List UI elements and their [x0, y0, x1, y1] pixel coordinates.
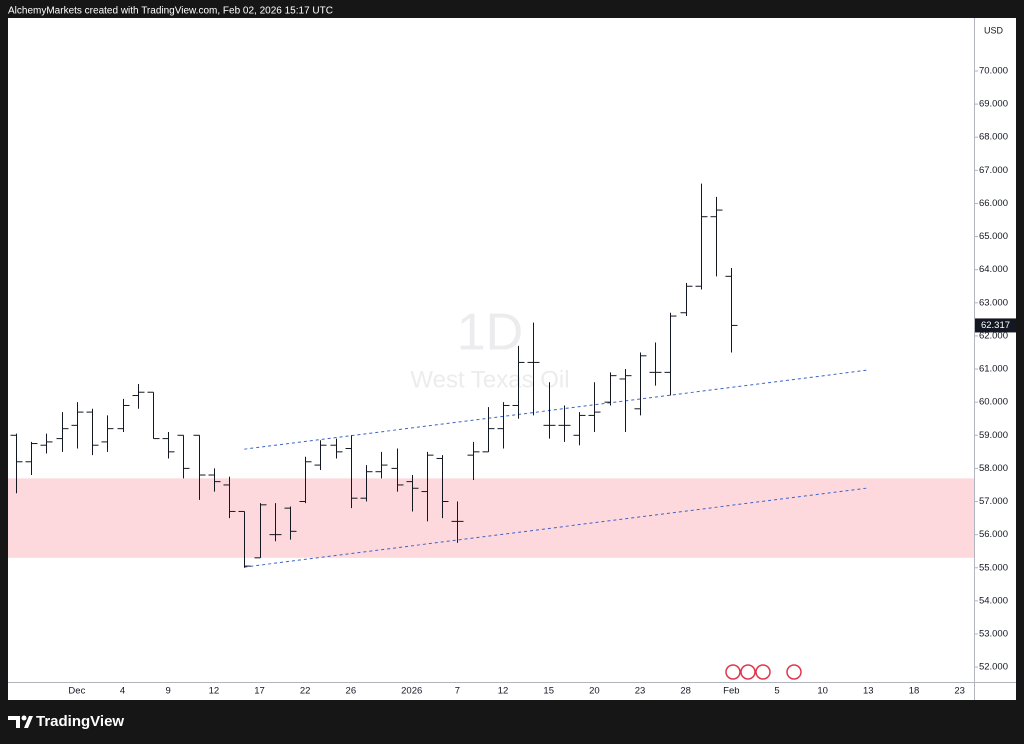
x-tick-label: 12	[498, 686, 509, 697]
x-tick-label: 20	[589, 686, 600, 697]
event-icon[interactable]	[740, 664, 756, 680]
y-tick-label: 66.000	[979, 198, 1008, 209]
x-tick-label: 23	[635, 686, 646, 697]
y-tick-label: 58.000	[979, 463, 1008, 474]
y-tick-label: 69.000	[979, 99, 1008, 110]
x-tick-label: 2026	[401, 686, 422, 697]
plot-area: 1D West Texas Oil	[8, 183, 974, 568]
currency-label: USD	[984, 25, 1004, 35]
event-icon[interactable]	[725, 664, 741, 680]
event-icon[interactable]	[755, 664, 771, 680]
y-tick-label: 54.000	[979, 595, 1008, 606]
y-tick-label: 64.000	[979, 264, 1008, 275]
last-price-box	[975, 318, 1016, 333]
x-tick-label: 17	[254, 686, 265, 697]
x-tick-label: 13	[863, 686, 874, 697]
y-tick-label: 65.000	[979, 231, 1008, 242]
y-tick-label: 55.000	[979, 562, 1008, 573]
zone	[8, 478, 974, 558]
x-tick-label: 7	[455, 686, 460, 697]
y-tick-label: 52.000	[979, 662, 1008, 673]
x-tick-label: Feb	[723, 686, 739, 697]
brand-name: TradingView	[36, 713, 124, 730]
x-tick-label: Dec	[68, 686, 85, 697]
event-icon[interactable]	[786, 664, 802, 680]
x-tick-label: 12	[209, 686, 220, 697]
header-text: AlchemyMarkets created with TradingView.…	[8, 6, 333, 17]
y-tick-label: 53.000	[979, 628, 1008, 639]
y-tick-label: 60.000	[979, 397, 1008, 408]
x-tick-label: 18	[909, 686, 920, 697]
trendline	[244, 369, 869, 450]
y-tick-label: 62.000	[979, 330, 1008, 341]
watermark-symbol: West Texas Oil	[410, 366, 569, 393]
chart-panel	[8, 18, 1016, 700]
y-tick-label: 56.000	[979, 529, 1008, 540]
x-tick-label: 5	[774, 686, 779, 697]
brand-logo	[8, 715, 33, 728]
y-tick-label: 57.000	[979, 496, 1008, 507]
y-tick-label: 63.000	[979, 297, 1008, 308]
x-tick-label: 26	[346, 686, 357, 697]
x-tick-label: 15	[543, 686, 554, 697]
x-tick-label: 22	[300, 686, 311, 697]
last-price-label: 62.317	[981, 320, 1010, 331]
y-tick-label: 61.000	[979, 364, 1008, 375]
x-tick-label: 9	[166, 686, 171, 697]
y-tick-label: 68.000	[979, 132, 1008, 143]
y-tick-label: 67.000	[979, 165, 1008, 176]
y-tick-label: 59.000	[979, 430, 1008, 441]
x-tick-label: 10	[817, 686, 828, 697]
trendline	[244, 487, 869, 568]
event-icons	[725, 664, 802, 680]
y-tick-label: 70.000	[979, 66, 1008, 77]
x-tick-label: 23	[954, 686, 965, 697]
x-tick-label: 28	[680, 686, 691, 697]
watermark-interval: 1D	[457, 304, 523, 362]
x-tick-label: 4	[120, 686, 125, 697]
